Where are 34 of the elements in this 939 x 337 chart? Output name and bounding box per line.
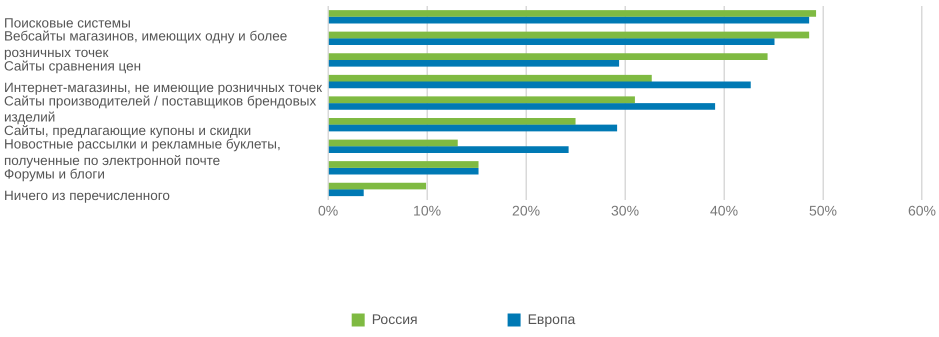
bar <box>328 189 364 196</box>
bar <box>328 161 479 168</box>
x-tick-label: 10% <box>413 202 442 218</box>
bar <box>328 168 479 175</box>
legend-label: Россия <box>372 310 418 327</box>
x-tick-label: 30% <box>611 202 640 218</box>
y-tick-label: Новостные рассылки и рекламные буклеты, полученные по электронной почте <box>4 136 281 168</box>
bar <box>328 82 751 88</box>
bar <box>328 16 810 24</box>
y-tick-label: Сайты сравнения цен <box>4 58 142 74</box>
bar <box>328 146 569 153</box>
x-tick-label: 60% <box>908 202 936 218</box>
x-tick-label: 0% <box>318 202 338 218</box>
bar <box>328 60 620 67</box>
bar <box>328 103 716 110</box>
x-tick-label: 40% <box>710 202 738 218</box>
y-tick-label: Ничего из перечисленного <box>4 188 170 203</box>
bar <box>328 96 635 104</box>
legend-label: Европа <box>528 310 576 327</box>
bar <box>328 10 816 17</box>
bar <box>328 118 576 125</box>
bar <box>328 74 652 82</box>
y-tick-label: Поисковые системы <box>4 15 131 30</box>
bar <box>328 32 810 38</box>
y-tick-label: Интернет-магазины, не имеющие розничных точек <box>4 80 322 95</box>
bar <box>328 140 458 146</box>
y-tick-label: Вебсайты магазинов, имеющих одну и более розничных точек <box>4 28 288 60</box>
y-tick-label: Сайты, предлагающие купоны и скидки <box>4 123 252 138</box>
bar <box>328 38 774 46</box>
bar <box>328 53 768 60</box>
bar <box>328 182 426 190</box>
x-tick-label: 50% <box>808 202 838 218</box>
bar <box>328 124 618 132</box>
x-tick-label: 20% <box>512 202 540 218</box>
